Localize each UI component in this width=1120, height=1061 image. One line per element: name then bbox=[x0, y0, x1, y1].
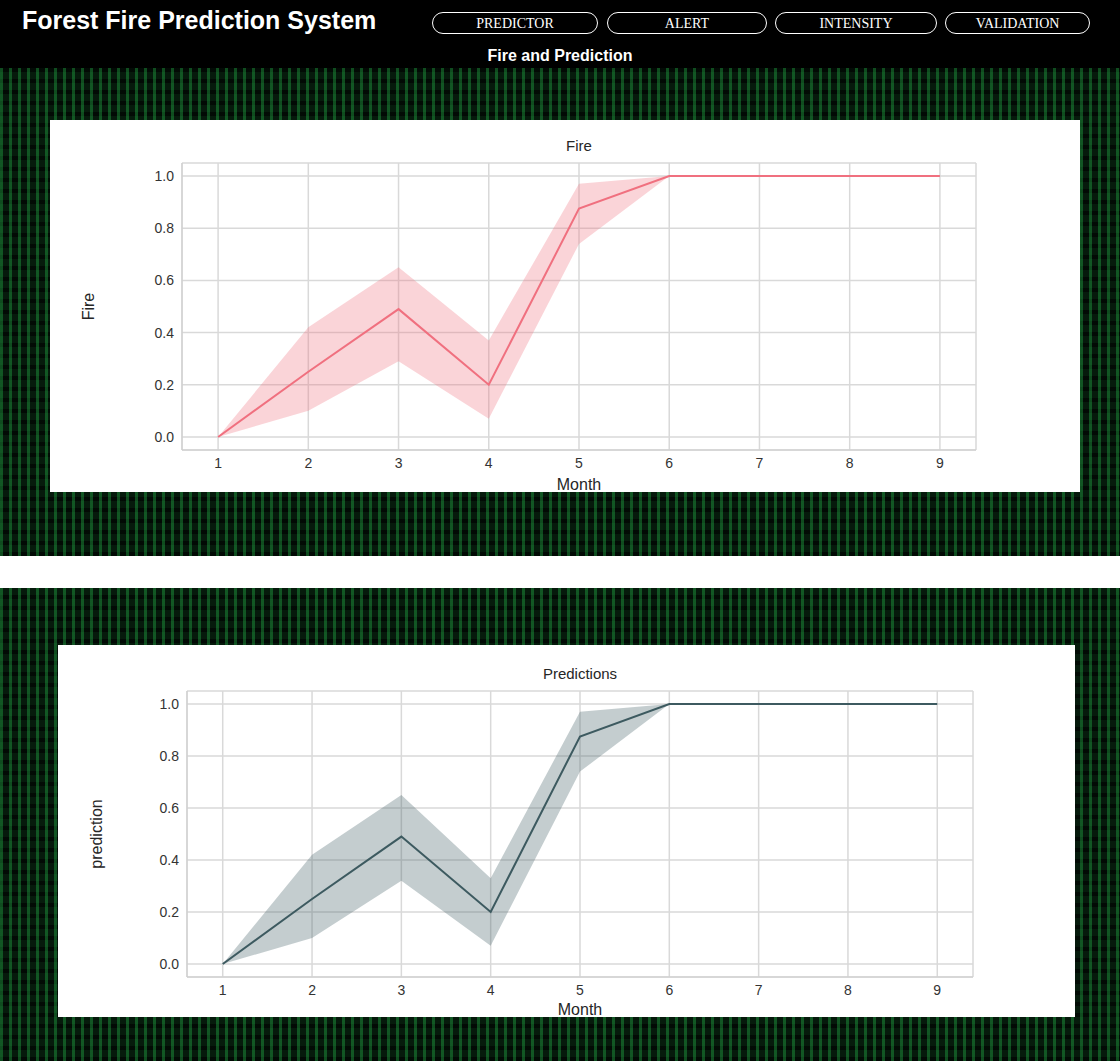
svg-text:5: 5 bbox=[575, 455, 583, 471]
svg-text:1.0: 1.0 bbox=[160, 696, 180, 712]
html-text:Fire: Fire bbox=[566, 137, 592, 154]
svg-text:0.6: 0.6 bbox=[160, 800, 180, 816]
svg-text:4: 4 bbox=[485, 455, 493, 471]
svg-text:7: 7 bbox=[756, 455, 764, 471]
svg-text:0.2: 0.2 bbox=[160, 904, 180, 920]
html-text:Predictions: Predictions bbox=[542, 665, 618, 682]
svg-text:1: 1 bbox=[219, 982, 227, 998]
html-text:VALIDATION: VALIDATION bbox=[975, 16, 1060, 31]
svg-text:9: 9 bbox=[933, 982, 941, 998]
svg-text:5: 5 bbox=[576, 982, 584, 998]
svg-text:0.0: 0.0 bbox=[155, 429, 175, 445]
html-text:Fire and Prediction: Fire and Prediction bbox=[487, 47, 633, 64]
svg-text:2: 2 bbox=[308, 982, 316, 998]
svg-text:0.8: 0.8 bbox=[160, 748, 180, 764]
svg-text:8: 8 bbox=[844, 982, 852, 998]
svg-text:7: 7 bbox=[755, 982, 763, 998]
svg-text:6: 6 bbox=[665, 455, 673, 471]
svg-text:8: 8 bbox=[846, 455, 854, 471]
html-text:ALERT: ALERT bbox=[664, 16, 710, 31]
html-text:INTENSITY: INTENSITY bbox=[819, 16, 893, 31]
svg-text:Month: Month bbox=[558, 1001, 602, 1017]
svg-text:1.0: 1.0 bbox=[155, 168, 175, 184]
svg-text:prediction: prediction bbox=[88, 799, 105, 868]
svg-text:3: 3 bbox=[397, 982, 405, 998]
svg-text:4: 4 bbox=[487, 982, 495, 998]
svg-text:0.4: 0.4 bbox=[155, 325, 175, 341]
svg-text:0.8: 0.8 bbox=[155, 220, 175, 236]
svg-text:0.4: 0.4 bbox=[160, 852, 180, 868]
svg-text:Month: Month bbox=[557, 476, 601, 492]
svg-text:0.2: 0.2 bbox=[155, 377, 175, 393]
svg-text:3: 3 bbox=[395, 455, 403, 471]
svg-text:1: 1 bbox=[214, 455, 222, 471]
html-text:Forest Fire Prediction System: Forest Fire Prediction System bbox=[22, 6, 377, 34]
html-text:PREDICTOR: PREDICTOR bbox=[476, 16, 554, 31]
svg-text:2: 2 bbox=[304, 455, 312, 471]
svg-text:Fire: Fire bbox=[80, 293, 97, 321]
svg-text:6: 6 bbox=[665, 982, 673, 998]
svg-text:0.0: 0.0 bbox=[160, 956, 180, 972]
svg-text:0.6: 0.6 bbox=[155, 272, 175, 288]
svg-text:9: 9 bbox=[936, 455, 944, 471]
